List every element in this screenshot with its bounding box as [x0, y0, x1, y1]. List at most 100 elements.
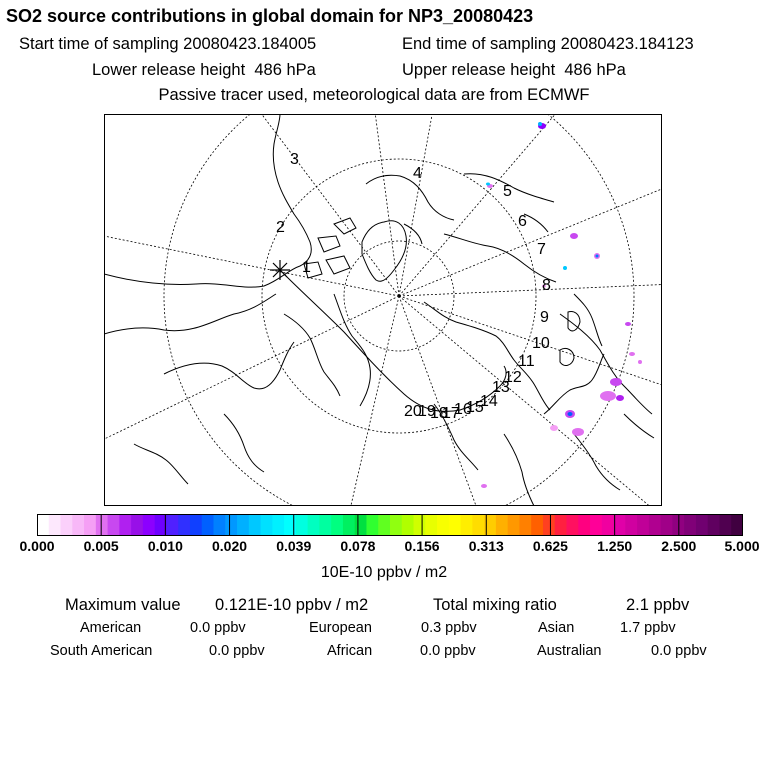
track-label: 19	[418, 403, 436, 420]
colorbar-cell	[590, 514, 603, 536]
contribution-spot	[563, 266, 567, 270]
tracer-note: Passive tracer used, meteorological data…	[158, 86, 590, 104]
coastline	[559, 347, 575, 366]
coastlines	[104, 114, 655, 506]
coastline	[133, 443, 189, 485]
colorbar-tick-label: 0.313	[468, 538, 504, 554]
coastline	[163, 341, 295, 390]
colorbar-cell	[131, 514, 144, 536]
colorbar-cell	[272, 514, 285, 536]
contribution-spot	[616, 395, 624, 401]
colorbar-cell	[178, 514, 191, 536]
track-label: 13	[492, 379, 510, 396]
meridian-lines	[104, 114, 662, 506]
coastline	[463, 173, 555, 203]
colorbar-cell	[95, 514, 109, 536]
colorbar-tick-label: 0.039	[276, 538, 312, 554]
colorbar-cell	[260, 514, 273, 536]
colorbar-tick-label: 0.010	[147, 538, 183, 554]
colorbar-cell	[719, 514, 732, 536]
contribution-spot	[610, 378, 622, 386]
coastline	[104, 114, 312, 288]
track-label: 16	[454, 401, 472, 418]
meridian-line	[398, 188, 662, 297]
contribution-spot	[625, 322, 631, 326]
track-label: 11	[518, 353, 535, 370]
map-frame	[104, 114, 662, 506]
colorbar-cell	[331, 514, 344, 536]
meridian-line	[398, 295, 651, 506]
colorbar-cell	[107, 514, 120, 536]
contribution-spot	[486, 182, 490, 186]
coastline	[573, 293, 603, 347]
meridian-line	[374, 114, 400, 297]
colorbar-cell	[225, 514, 238, 536]
colorbar-cell	[625, 514, 638, 536]
colorbar-tick-label: 0.000	[19, 538, 55, 554]
coastline	[403, 223, 423, 245]
region-name-south-american: South American	[50, 643, 153, 659]
colorbar-cell	[601, 514, 615, 536]
colorbar-cell	[448, 514, 462, 536]
colorbar-cell	[648, 514, 662, 536]
contribution-spot	[538, 122, 542, 126]
colorbar-cell	[307, 514, 320, 536]
coastline	[443, 233, 557, 283]
colorbar-cell	[731, 514, 743, 536]
track-label: 5	[503, 183, 512, 200]
track-labels: 1 2 3 4 5 6 7 8 9 10 11 12 13 14 15 16 1…	[276, 151, 551, 422]
colorbar-cell	[201, 514, 215, 536]
end-time: End time of sampling 20080423.184123	[402, 35, 694, 53]
meridian-line	[261, 114, 400, 297]
track-label: 3	[290, 151, 299, 168]
colorbar-cell	[519, 514, 532, 536]
colorbar-cell	[425, 514, 438, 536]
track-label: 2	[276, 219, 285, 236]
colorbar-cell	[695, 514, 709, 536]
colorbar-cell	[390, 514, 403, 536]
colorbar-frame	[37, 514, 743, 536]
colorbar-tick-label: 1.250	[597, 538, 633, 554]
colorbar-cell	[684, 514, 697, 536]
track-label: 12	[504, 369, 522, 386]
meridian-line	[398, 295, 477, 506]
colorbar-cell	[637, 514, 650, 536]
colorbar-cell	[554, 514, 568, 536]
track-label: 4	[413, 165, 422, 182]
colorbar-cell	[60, 514, 73, 536]
colorbar-cell	[119, 514, 132, 536]
track-label: 8	[542, 277, 551, 294]
latitude-circles	[163, 114, 635, 506]
contribution-spot	[542, 284, 546, 288]
coastline	[104, 293, 277, 335]
meridian-line	[398, 295, 662, 386]
track-label: 20	[404, 403, 422, 420]
lower-release-height: Lower release height 486 hPa	[92, 61, 316, 79]
coastline	[433, 403, 479, 471]
colorbar-cell	[566, 514, 579, 536]
colorbar-cell	[660, 514, 673, 536]
flight-track	[283, 273, 507, 412]
colorbar-cell	[484, 514, 497, 536]
meridian-line	[398, 284, 662, 297]
contribution-spot	[550, 425, 558, 431]
latitude-circle	[163, 114, 635, 506]
colorbar-cell	[507, 514, 521, 536]
tracer-note-row: Passive tracer used, meteorological data…	[0, 86, 768, 105]
colorbar-cell	[142, 514, 156, 536]
max-value-label: Maximum value	[65, 596, 181, 614]
release-point-marker	[270, 260, 290, 280]
coastline	[623, 413, 655, 439]
coastline	[333, 293, 371, 407]
colorbar-tick-label: 0.020	[212, 538, 248, 554]
colorbar-cell	[248, 514, 262, 536]
meridian-line	[104, 295, 400, 440]
colorbar-cell	[48, 514, 62, 536]
colorbar-cell	[213, 514, 226, 536]
colorbar-cell	[542, 514, 556, 536]
region-value-european: 0.3 ppbv	[421, 620, 477, 636]
contribution-spot	[595, 254, 599, 258]
colorbar-tick-label: 0.005	[83, 538, 119, 554]
colorbar-dividers	[100, 514, 680, 536]
coastline	[523, 213, 549, 233]
